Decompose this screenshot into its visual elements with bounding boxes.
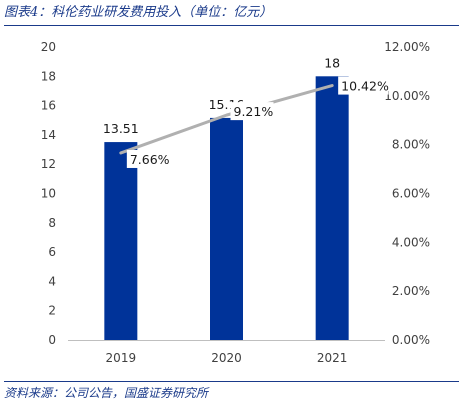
source-note: 资料来源：公司公告，国盛证券研究所 [4,381,459,404]
bar-2020 [210,117,243,340]
y-tick-label: 0 [48,333,56,347]
line-label-box [230,102,274,121]
bar-value-label: 18 [324,55,340,70]
x-tick-label: 2020 [211,351,242,365]
y2-tick-label: 8.00% [392,138,430,152]
y-tick-label: 8 [48,216,56,230]
bar-2021 [315,76,349,341]
bar-2019 [104,142,138,340]
y-tick-label: 12 [41,157,56,171]
y-tick-label: 6 [48,245,56,259]
line-value-label: 9.21% [234,104,274,119]
y-tick-label: 10 [41,187,56,201]
line-value-label: 10.42% [341,79,389,94]
y-tick-label: 14 [41,128,56,142]
bar-value-label: 13.51 [103,121,139,136]
line-label-box [338,76,389,95]
y2-tick-label: 2.00% [392,284,430,298]
rd-expense-chart: 0 2 4 6 8 10 12 14 16 18 20 0.00% 2.00% 4.00% 6.00% 8.0… [41,40,430,365]
x-tick-label: 2019 [106,351,137,365]
y-tick-label: 2 [48,304,56,318]
x-tick-label: 2021 [317,351,348,365]
y2-tick-label: 0.00% [392,333,430,347]
figure-caption: 图表4：科伦药业研发费用投入（单位：亿元） [4,3,459,26]
line-value-label: 7.66% [130,152,170,167]
y-tick-label: 18 [41,69,56,83]
y-tick-label: 16 [41,99,56,113]
y-tick-label: 20 [41,40,56,54]
y2-tick-label: 4.00% [392,235,430,249]
y-tick-label: 4 [48,274,56,288]
y2-tick-label: 6.00% [392,187,430,201]
y2-tick-label: 10.00% [384,89,430,103]
rd-ratio-line [119,84,334,155]
line-label-box [126,149,170,168]
y2-tick-label: 12.00% [384,40,430,54]
